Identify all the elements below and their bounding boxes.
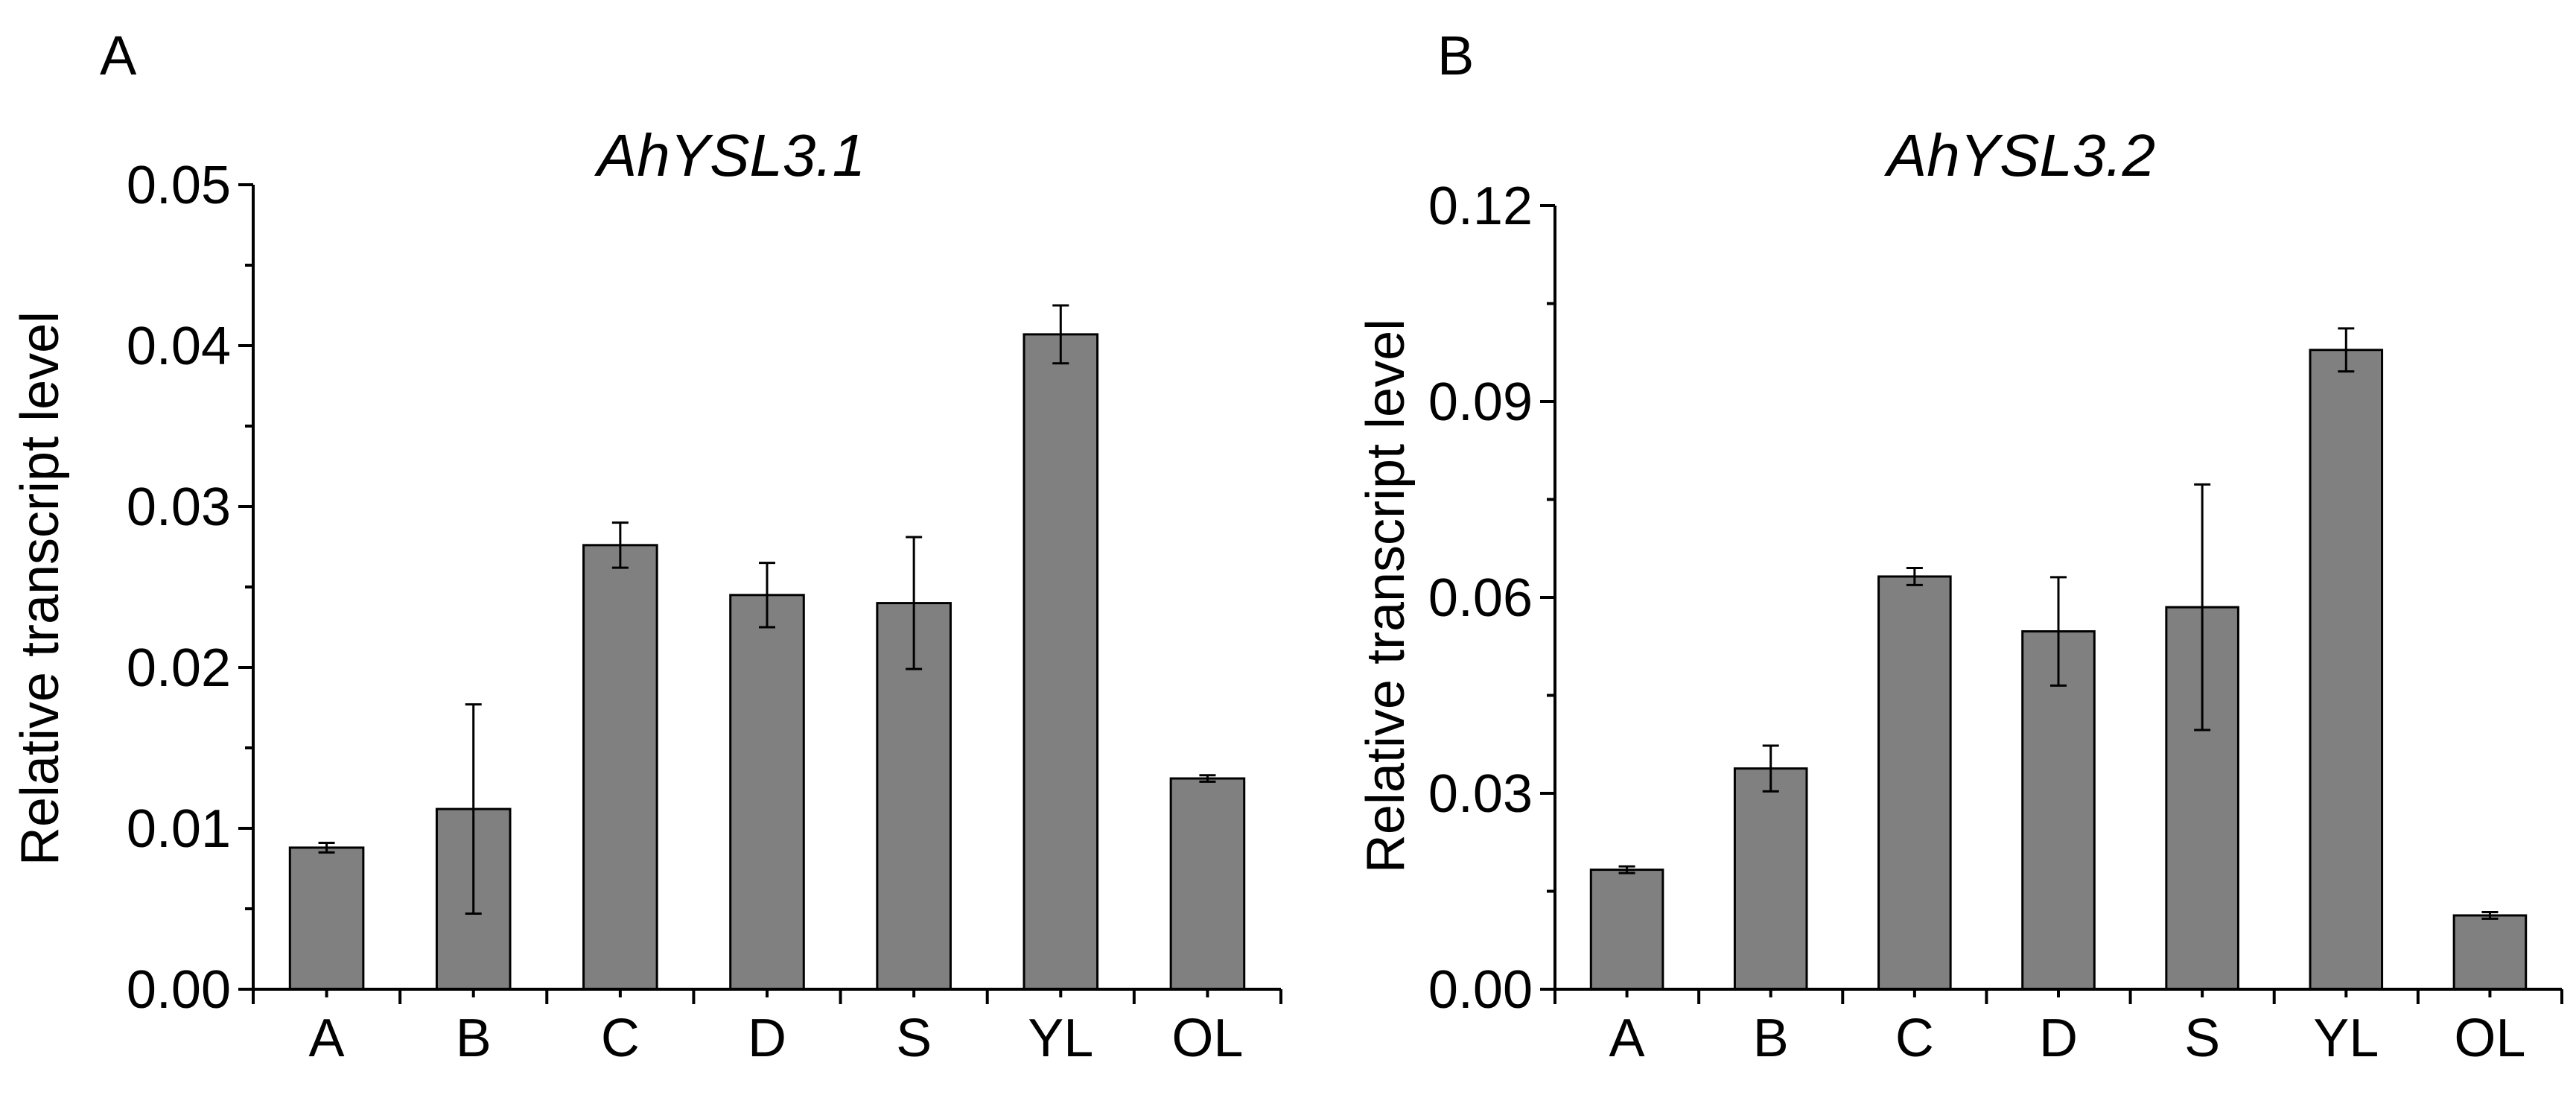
bar-yl — [2309, 349, 2384, 991]
bar-ol — [2452, 914, 2528, 991]
y-tick-label: 0.12 — [1428, 177, 1533, 236]
y-tick-label: 0.09 — [1428, 372, 1533, 432]
error-bar-s — [2194, 483, 2211, 731]
x-tick-label: S — [896, 1009, 932, 1068]
x-tick-label: A — [309, 1009, 345, 1068]
error-bar-b — [465, 703, 482, 915]
error-bar-yl — [2338, 327, 2355, 373]
x-tick-label: S — [2184, 1009, 2220, 1068]
y-tick-label: 0.03 — [1428, 764, 1533, 824]
chart-title: AhYSL3.1 — [594, 122, 865, 188]
y-tick-label: 0.01 — [127, 799, 231, 859]
bar-b — [1733, 767, 1808, 991]
panel-label: A — [100, 25, 137, 86]
y-axis-label: Relative transcript level — [10, 311, 70, 866]
y-tick-label: 0.04 — [127, 317, 231, 376]
chart-title: AhYSL3.2 — [1884, 122, 2155, 188]
error-bar-b — [1762, 744, 1779, 793]
bar-c — [582, 544, 658, 991]
x-tick-label: D — [748, 1009, 786, 1068]
bar-d — [729, 594, 805, 991]
x-tick-label: YL — [1028, 1009, 1093, 1068]
error-bar-c — [611, 521, 629, 569]
bar-ol — [1169, 777, 1246, 991]
error-bar-c — [1906, 567, 1923, 586]
bar-a — [1589, 869, 1664, 991]
x-tick-label: B — [1753, 1009, 1789, 1068]
chart-panel-b: B AhYSL3.2 Relative transcript level 0.00 0.… — [1356, 25, 2563, 1068]
y-tick-label: 0.02 — [127, 638, 231, 698]
error-bar-d — [759, 562, 775, 629]
x-tick-label: YL — [2313, 1009, 2379, 1068]
y-tick-label: 0.05 — [127, 156, 231, 215]
bar-d — [2021, 630, 2096, 991]
y-tick-label: 0.00 — [127, 960, 231, 1020]
bar-a — [288, 846, 365, 991]
bar-c — [1877, 575, 1952, 991]
x-tick-label: C — [1895, 1009, 1934, 1068]
bar-yl — [1023, 333, 1099, 991]
y-tick-label: 0.00 — [1428, 960, 1533, 1020]
error-bar-ol — [1199, 774, 1216, 783]
error-bar-yl — [1052, 304, 1069, 365]
error-bar-s — [906, 536, 923, 670]
y-tick-label: 0.06 — [1428, 568, 1533, 628]
y-axis-label: Relative transcript level — [1356, 319, 1416, 873]
x-tick-label: B — [456, 1009, 492, 1068]
x-tick-label: D — [2039, 1009, 2078, 1068]
x-tick-label: A — [1609, 1009, 1645, 1068]
error-bar-a — [1618, 865, 1635, 875]
x-tick-label: OL — [1171, 1009, 1243, 1068]
y-tick-label: 0.03 — [127, 477, 231, 537]
panel-label: B — [1437, 25, 1474, 86]
error-bar-d — [2050, 576, 2067, 687]
x-tick-label: C — [601, 1009, 640, 1068]
chart-panel-a: A AhYSL3.1 Relative transcript level 0.00 0.… — [10, 25, 1282, 1068]
x-tick-label: OL — [2454, 1009, 2525, 1068]
error-bar-ol — [2481, 911, 2499, 920]
error-bar-a — [318, 841, 335, 854]
